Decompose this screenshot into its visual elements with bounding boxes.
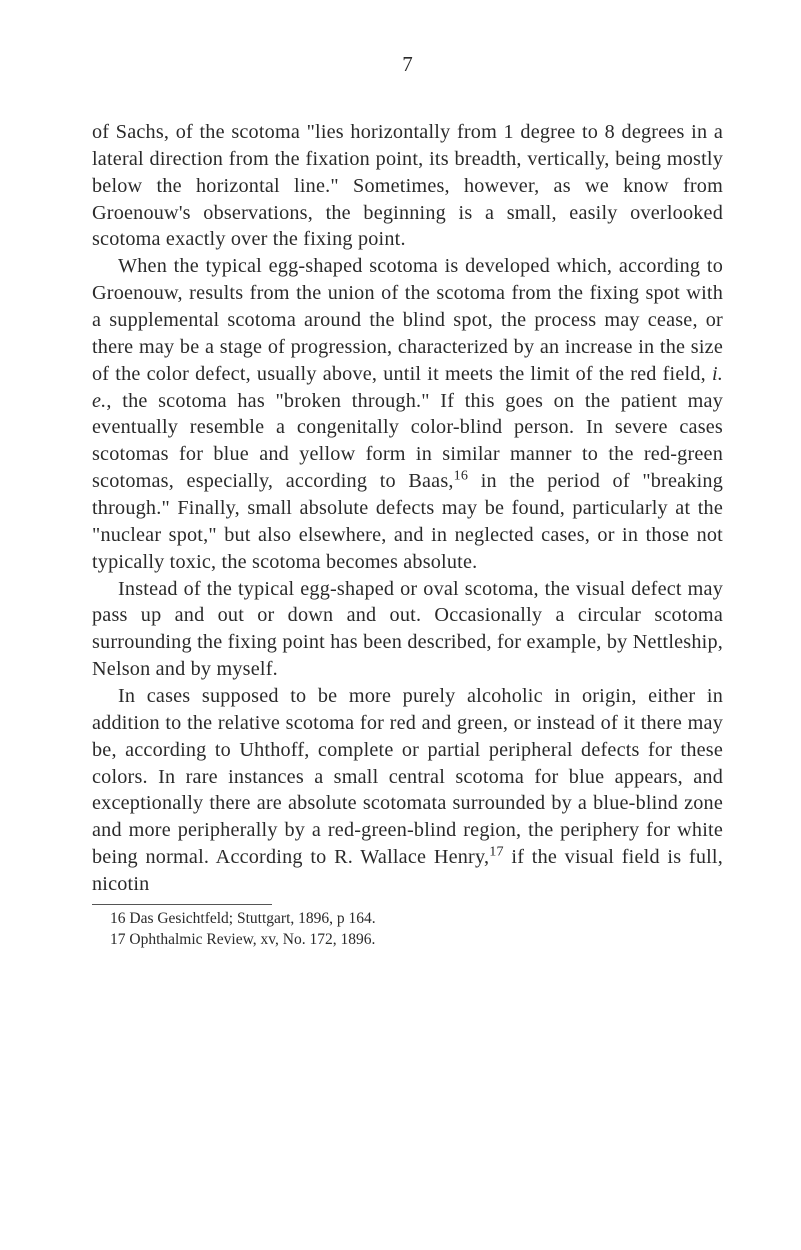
paragraph-3: Instead of the typical egg-shaped or ova… bbox=[92, 576, 723, 683]
body-text: of Sachs, of the scotoma "lies horizonta… bbox=[92, 119, 723, 898]
footnote-17: 17 Ophthalmic Review, xv, No. 172, 1896. bbox=[92, 930, 723, 951]
page-number: 7 bbox=[92, 52, 723, 77]
footnotes: 16 Das Gesichtfeld; Stuttgart, 1896, p 1… bbox=[92, 909, 723, 951]
footnote-separator bbox=[92, 904, 272, 905]
paragraph-4: In cases supposed to be more purely alco… bbox=[92, 683, 723, 898]
paragraph-2: When the typical egg-shaped scotoma is d… bbox=[92, 253, 723, 575]
paragraph-1: of Sachs, of the scotoma "lies horizonta… bbox=[92, 119, 723, 253]
footnote-16: 16 Das Gesichtfeld; Stuttgart, 1896, p 1… bbox=[92, 909, 723, 930]
